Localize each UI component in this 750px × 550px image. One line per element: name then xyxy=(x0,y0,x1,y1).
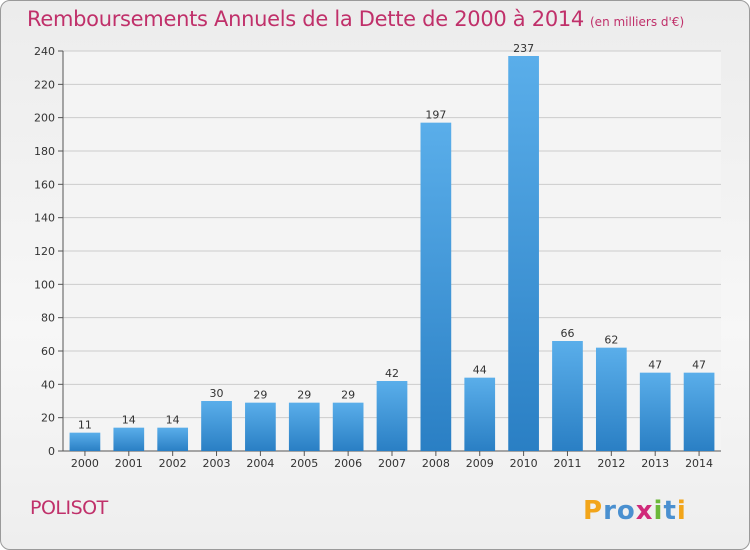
y-tick-label: 140 xyxy=(34,212,55,225)
bar-value-label: 47 xyxy=(648,359,662,372)
y-tick-label: 160 xyxy=(34,178,55,191)
bar xyxy=(245,402,276,451)
x-tick-label: 2007 xyxy=(378,457,406,470)
x-tick-label: 2002 xyxy=(159,457,187,470)
bar-value-label: 29 xyxy=(297,389,311,402)
x-tick-label: 2000 xyxy=(71,457,99,470)
x-tick-label: 2005 xyxy=(290,457,318,470)
bar xyxy=(683,372,715,451)
bar-value-label: 42 xyxy=(385,367,399,380)
x-tick-label: 2009 xyxy=(466,457,494,470)
y-tick-label: 40 xyxy=(41,378,55,391)
bar-value-label: 14 xyxy=(166,414,180,427)
unit-note: (en milliers d'€) xyxy=(590,15,685,29)
bar-value-label: 14 xyxy=(122,414,136,427)
y-tick-label: 240 xyxy=(34,45,55,58)
bar-value-label: 44 xyxy=(473,364,487,377)
x-tick-label: 2014 xyxy=(685,457,713,470)
bar-value-label: 66 xyxy=(560,327,574,340)
bar xyxy=(595,347,627,451)
bar xyxy=(157,427,189,451)
x-tick-label: 2011 xyxy=(553,457,581,470)
bar xyxy=(639,372,671,451)
bar-value-label: 11 xyxy=(78,419,92,432)
commune-name: POLISOT xyxy=(30,497,108,519)
chart-title: Remboursements Annuels de la Dette de 20… xyxy=(27,7,684,31)
x-tick-label: 2003 xyxy=(203,457,231,470)
bar xyxy=(332,402,364,451)
x-tick-label: 2013 xyxy=(641,457,669,470)
bar xyxy=(464,377,496,451)
y-tick-label: 60 xyxy=(41,345,55,358)
x-tick-label: 2004 xyxy=(246,457,274,470)
x-tick-label: 2012 xyxy=(597,457,625,470)
bar xyxy=(376,381,408,451)
bar xyxy=(69,432,101,451)
bar xyxy=(201,401,232,451)
bar-value-label: 29 xyxy=(341,389,355,402)
y-tick-label: 120 xyxy=(34,245,55,258)
y-tick-label: 80 xyxy=(41,312,55,325)
bar-value-label: 30 xyxy=(210,387,224,400)
x-tick-label: 2008 xyxy=(422,457,450,470)
svg-text:Proxiti: Proxiti xyxy=(583,496,687,526)
bar xyxy=(288,402,320,451)
bar-value-label: 197 xyxy=(425,109,446,122)
x-tick-label: 2001 xyxy=(115,457,143,470)
bar xyxy=(508,56,539,451)
bar xyxy=(113,427,145,451)
y-tick-label: 100 xyxy=(34,278,55,291)
y-tick-label: 0 xyxy=(48,445,55,458)
bar-value-label: 47 xyxy=(692,359,706,372)
bar-value-label: 29 xyxy=(253,389,267,402)
x-tick-label: 2006 xyxy=(334,457,362,470)
y-tick-label: 220 xyxy=(34,78,55,91)
x-tick-label: 2010 xyxy=(510,457,538,470)
bar-value-label: 62 xyxy=(604,334,618,347)
bar-value-label: 237 xyxy=(513,42,534,55)
proxiti-logo: Proxiti xyxy=(583,496,687,526)
y-tick-label: 20 xyxy=(41,412,55,425)
bar xyxy=(552,341,583,451)
y-tick-label: 180 xyxy=(34,145,55,158)
bar xyxy=(420,122,452,452)
chart-title-text: Remboursements Annuels de la Dette de 20… xyxy=(27,7,584,31)
y-tick-label: 200 xyxy=(34,112,55,125)
